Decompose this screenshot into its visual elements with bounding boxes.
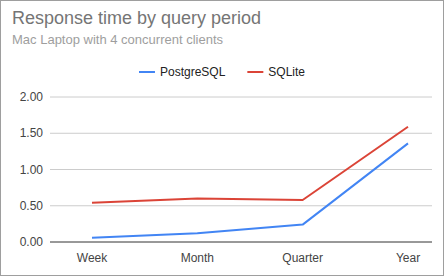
grid-line [50,133,432,134]
series-line [92,127,408,203]
x-tick-label: Year [396,251,420,265]
y-tick-label: 0.00 [20,235,44,249]
x-tick-label: Quarter [282,251,323,265]
y-tick-label: 2.00 [20,90,44,104]
legend-swatch [139,71,155,73]
legend-label: PostgreSQL [160,65,226,79]
legend: PostgreSQL SQLite [139,65,305,79]
series-lines [92,127,408,238]
baseline [50,242,432,243]
grid-line [50,205,432,206]
y-tick-label: 1.00 [20,163,44,177]
subtitle: Mac Laptop with 4 concurrent clients [12,32,223,47]
chart: Response time by query period Mac Laptop … [0,0,444,276]
frame [1,1,444,276]
grid [50,97,432,242]
title: Response time by query period [12,8,261,28]
legend-swatch [247,71,263,73]
x-tick-label: Month [181,251,214,265]
legend-label: SQLite [268,65,305,79]
y-tick-label: 1.50 [20,126,44,140]
series-line [92,143,408,237]
x-tick-label: Week [77,251,108,265]
grid-line [50,97,432,98]
y-tick-label: 0.50 [20,199,44,213]
